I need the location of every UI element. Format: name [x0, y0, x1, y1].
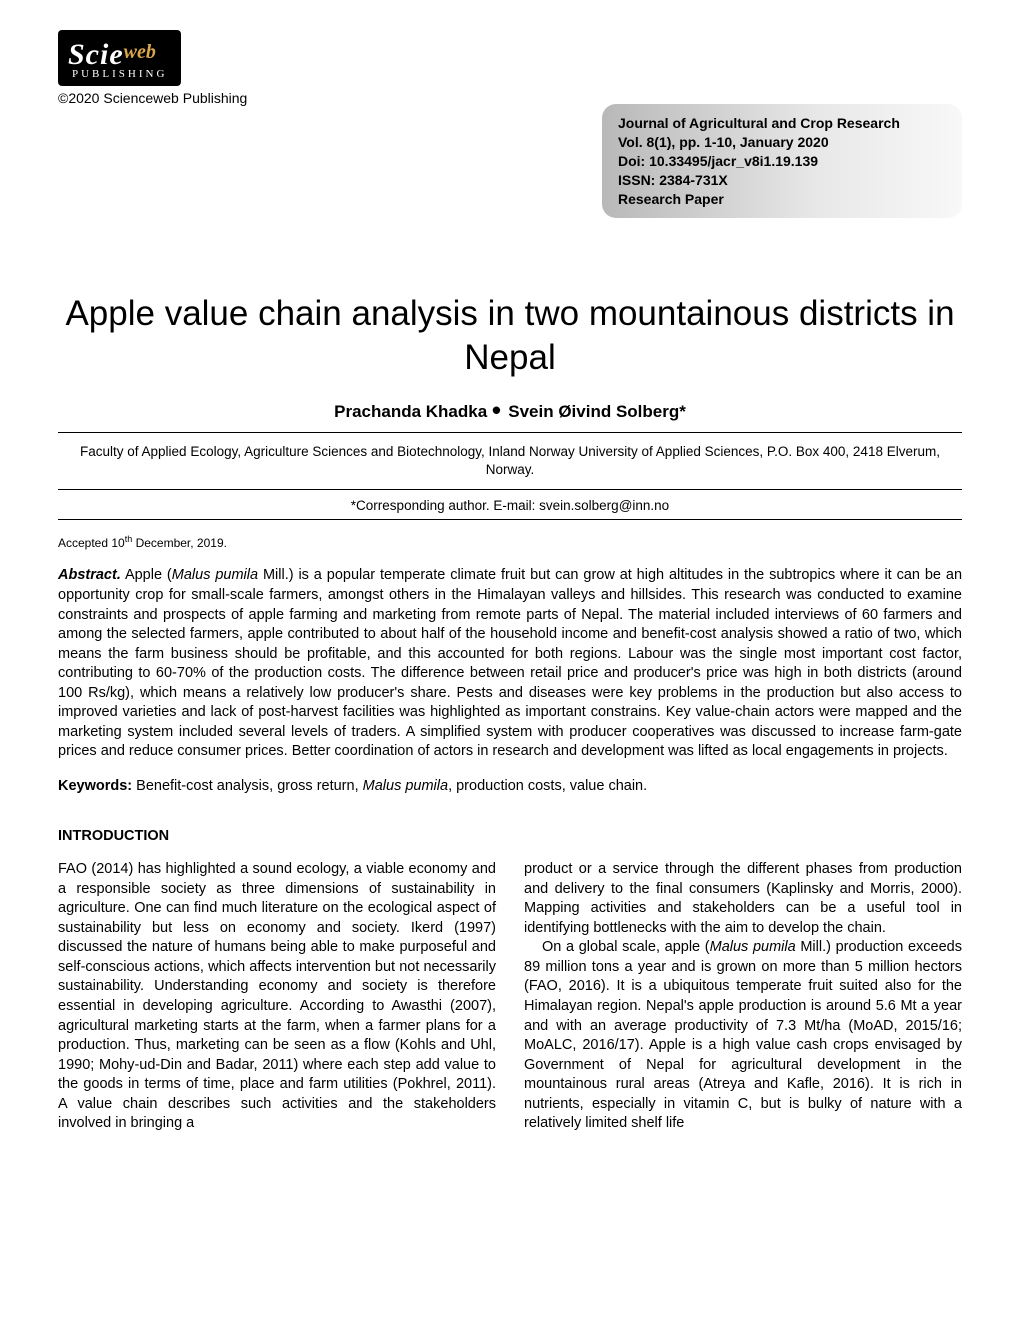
publisher-logo: Scieweb PUBLISHING	[58, 30, 181, 86]
journal-vol: Vol. 8(1), pp. 1-10, January 2020	[618, 133, 946, 152]
page-root: Scieweb PUBLISHING ©2020 Scienceweb Publ…	[0, 0, 1020, 1174]
body-columns: FAO (2014) has highlighted a sound ecolo…	[58, 860, 962, 1134]
journal-name: Journal of Agricultural and Crop Researc…	[618, 114, 946, 133]
journal-doi: Doi: 10.33495/jacr_v8i1.19.139	[618, 152, 946, 171]
keywords-label: Keywords:	[58, 778, 132, 794]
author-1: Prachanda Khadka	[334, 402, 487, 421]
logo-accent-text: web	[124, 41, 156, 63]
abstract-body: Mill.) is a popular temperate climate fr…	[58, 567, 962, 759]
logo-sub-text: PUBLISHING	[68, 68, 167, 80]
abstract-block: Abstract. Apple (Malus pumila Mill.) is …	[58, 566, 962, 762]
journal-type: Research Paper	[618, 190, 946, 209]
authors-line: Prachanda Khadka • Svein Øivind Solberg*	[58, 402, 962, 422]
paper-title: Apple value chain analysis in two mounta…	[58, 292, 962, 380]
logo-main-text: Scie	[68, 38, 124, 71]
col1-para1: FAO (2014) has highlighted a sound ecolo…	[58, 860, 496, 1134]
publisher-logo-block: Scieweb PUBLISHING ©2020 Scienceweb Publ…	[58, 30, 962, 106]
column-right: product or a service through the differe…	[524, 860, 962, 1134]
accepted-prefix: Accepted 10	[58, 536, 125, 550]
introduction-heading: INTRODUCTION	[58, 828, 962, 844]
keywords-species: Malus pumila	[363, 778, 448, 794]
col2-para1: product or a service through the differe…	[524, 860, 962, 938]
col2p2-post: Mill.) production exceeds 89 million ton…	[524, 939, 962, 1131]
accepted-suffix: December, 2019.	[132, 536, 227, 550]
abstract-pre: Apple (	[121, 567, 172, 583]
col2-para2: On a global scale, apple (Malus pumila M…	[524, 938, 962, 1134]
abstract-label: Abstract.	[58, 567, 121, 583]
author-separator-icon: •	[492, 395, 508, 425]
rule-mid	[58, 489, 962, 490]
keywords-pre: Benefit-cost analysis, gross return,	[132, 778, 363, 794]
author-2: Svein Øivind Solberg*	[508, 402, 686, 421]
affiliation: Faculty of Applied Ecology, Agriculture …	[78, 443, 942, 479]
keywords-block: Keywords: Benefit-cost analysis, gross r…	[58, 778, 962, 794]
journal-info-box: Journal of Agricultural and Crop Researc…	[602, 104, 962, 218]
rule-top	[58, 432, 962, 433]
col2p2-species: Malus pumila	[710, 939, 796, 955]
accepted-date: Accepted 10th December, 2019.	[58, 534, 962, 550]
abstract-species: Malus pumila	[172, 567, 258, 583]
journal-issn: ISSN: 2384-731X	[618, 171, 946, 190]
column-left: FAO (2014) has highlighted a sound ecolo…	[58, 860, 496, 1134]
col2p2-pre: On a global scale, apple (	[542, 939, 710, 955]
rule-bottom	[58, 519, 962, 520]
corresponding-author: *Corresponding author. E-mail: svein.sol…	[58, 498, 962, 513]
keywords-post: , production costs, value chain.	[448, 778, 647, 794]
